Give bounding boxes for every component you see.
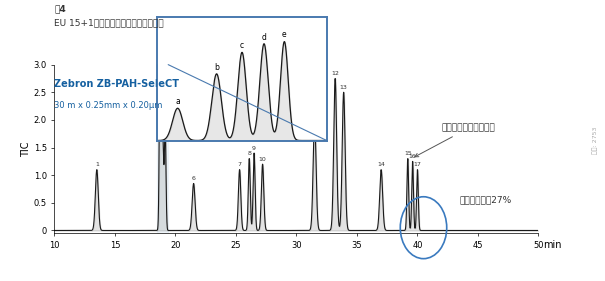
Text: 6: 6: [192, 176, 195, 181]
Text: 30 m x 0.25mm x 0.20μm: 30 m x 0.25mm x 0.20μm: [54, 101, 163, 110]
Text: 分析速度提高27%: 分析速度提高27%: [460, 196, 512, 205]
Bar: [157, 65, 168, 233]
Text: c: c: [240, 41, 244, 50]
Text: 肯和三亚苯的分离度非常好: 肯和三亚苯的分离度非常好: [175, 80, 293, 91]
Text: 15: 15: [404, 151, 411, 157]
Text: 图4: 图4: [54, 4, 66, 13]
Text: 12: 12: [331, 71, 339, 76]
Text: d: d: [261, 33, 266, 42]
Text: 14: 14: [377, 162, 385, 167]
Text: 8: 8: [247, 151, 251, 157]
Text: 7: 7: [238, 162, 241, 167]
Text: 1: 1: [95, 162, 99, 167]
Text: 图号: 2753: 图号: 2753: [592, 127, 598, 154]
Text: b: b: [214, 63, 219, 72]
Text: a: a: [175, 97, 180, 106]
Text: EU 15+1多环芳烃和三亚苯的分析对比: EU 15+1多环芳烃和三亚苯的分析对比: [54, 18, 164, 27]
Text: 晚洗脱物的灵敏度更好: 晚洗脱物的灵敏度更好: [415, 124, 495, 157]
Text: 5: 5: [163, 118, 167, 123]
Text: Zebron ZB-PAH-SeleCT: Zebron ZB-PAH-SeleCT: [54, 79, 180, 89]
Text: 10: 10: [259, 157, 266, 162]
Text: 9: 9: [252, 146, 256, 151]
Text: 17: 17: [413, 162, 422, 167]
Text: e: e: [282, 30, 287, 39]
Text: min: min: [543, 241, 562, 250]
Text: 13: 13: [339, 85, 348, 90]
Text: 4: 4: [161, 129, 165, 134]
Text: 11: 11: [311, 113, 318, 118]
Text: 16: 16: [409, 154, 416, 159]
Y-axis label: TIC: TIC: [21, 141, 31, 157]
